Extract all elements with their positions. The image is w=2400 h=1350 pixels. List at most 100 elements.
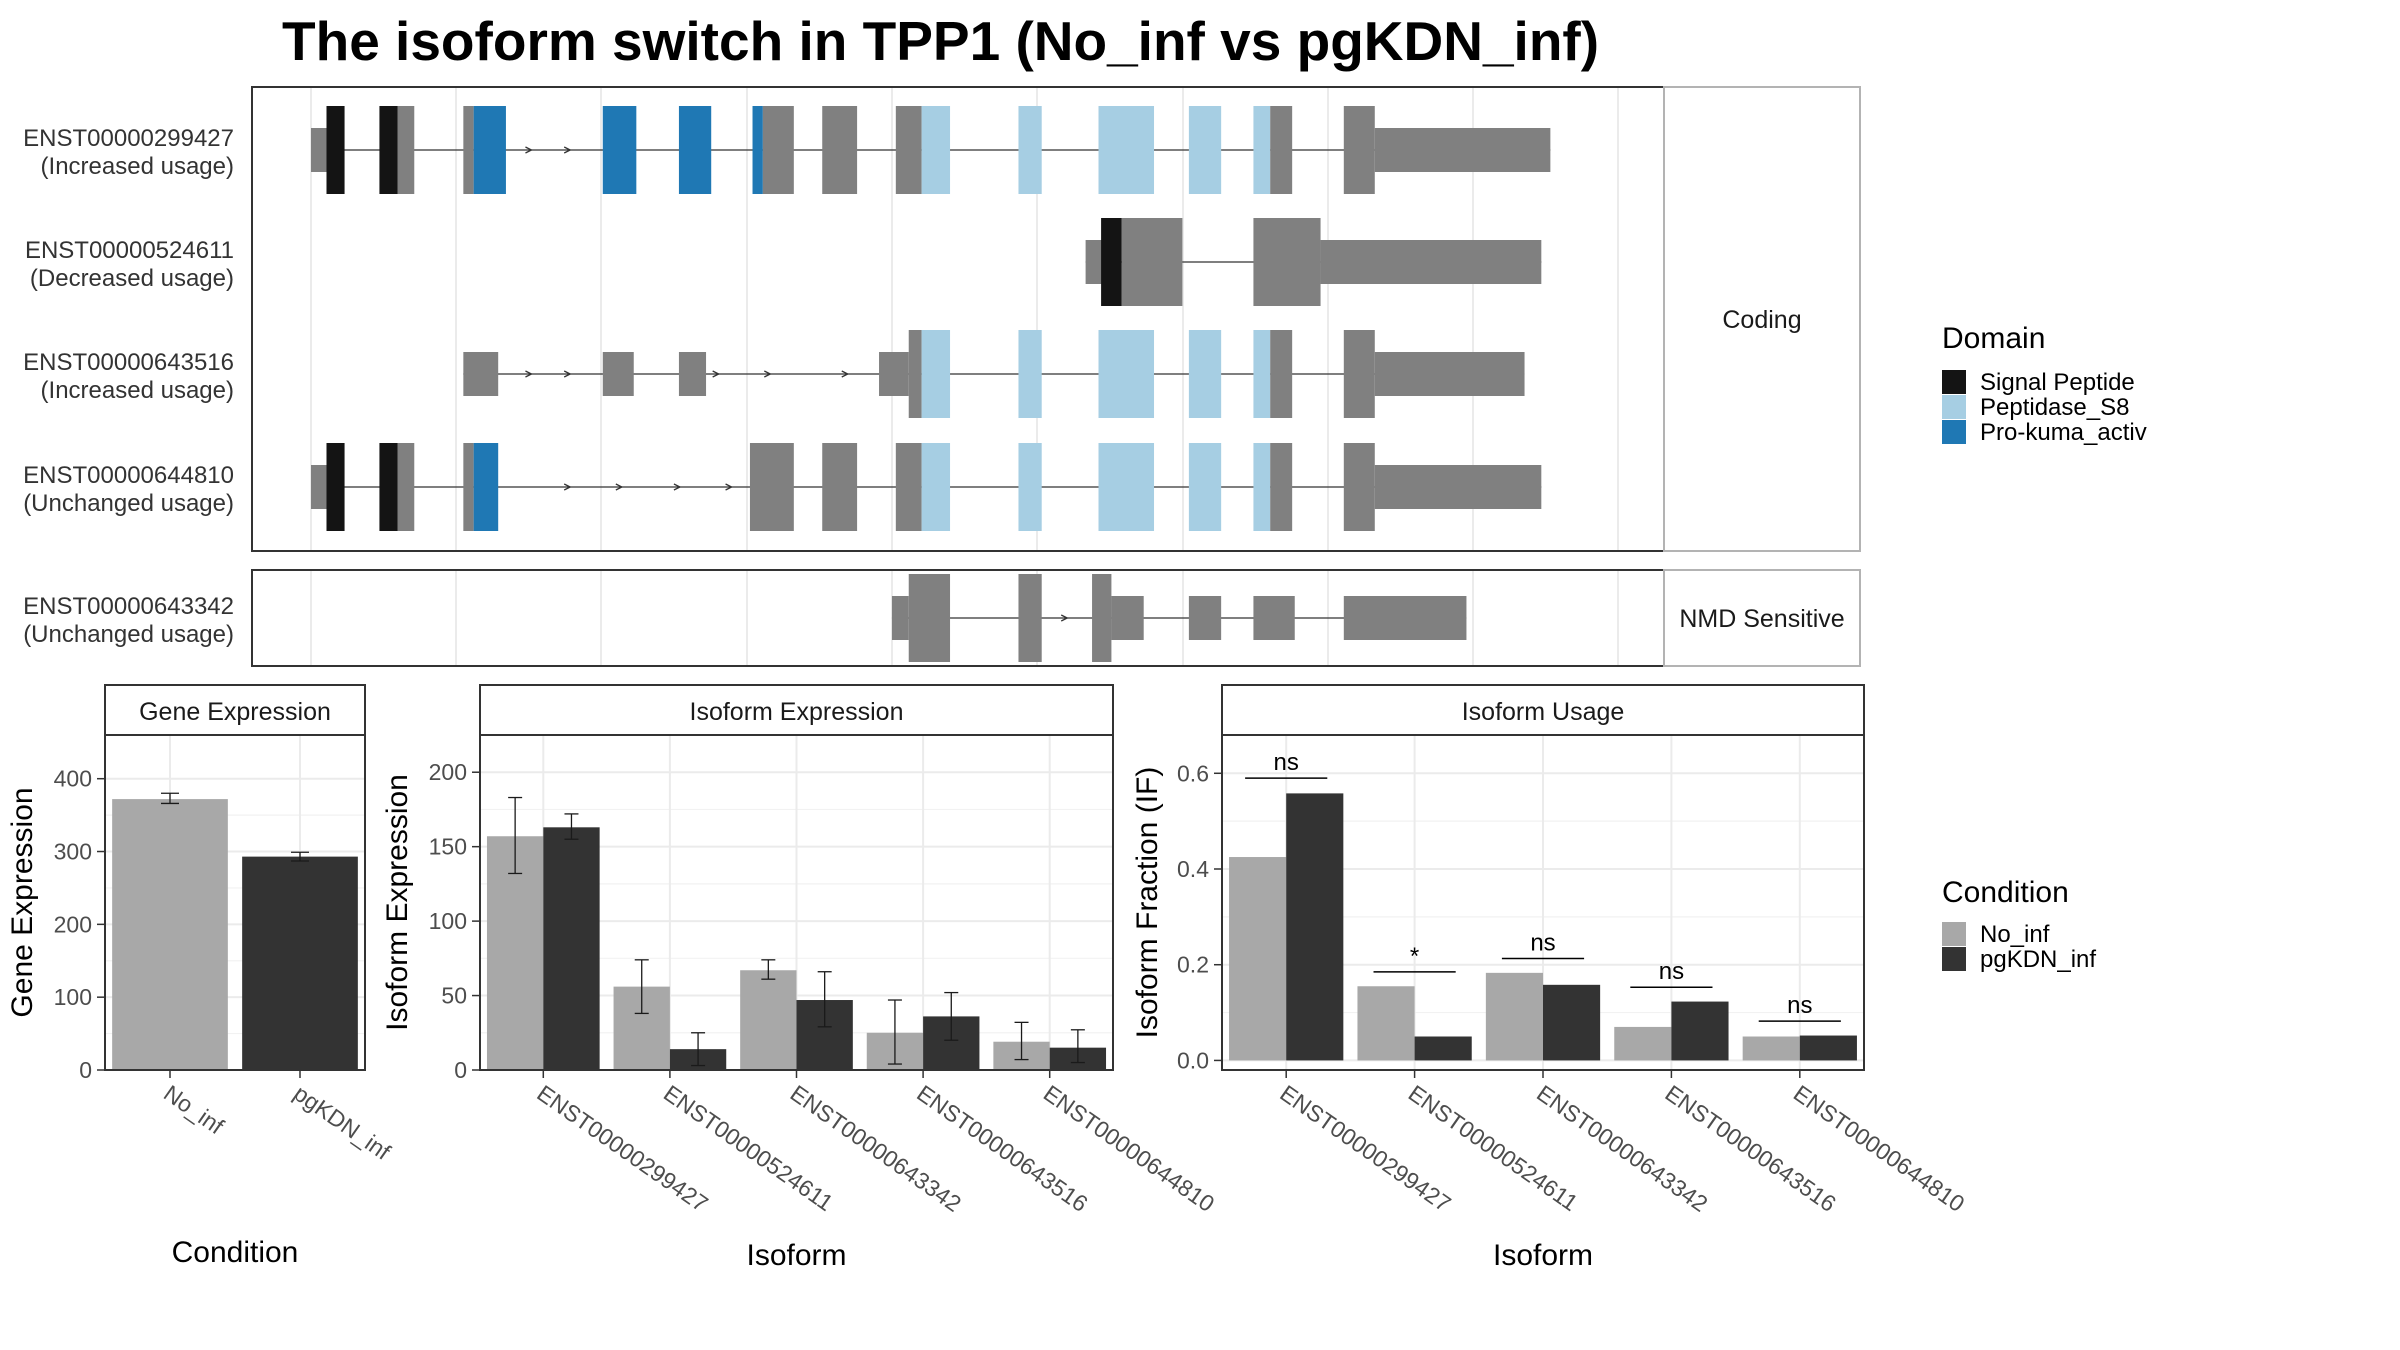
structure-panel-0: ENST00000299427(Increased usage)ENST0000… — [23, 86, 1861, 552]
legends: Domain Signal PeptidePeptidase_S8Pro-kuma… — [1942, 322, 2147, 973]
significance-label: ns — [1274, 749, 1299, 776]
y-axis-title: Isoform Expression — [381, 774, 414, 1031]
coding-exon — [379, 106, 398, 194]
x-tick-label: No_inf — [159, 1080, 229, 1140]
bar-pgKDN_inf — [242, 856, 358, 1070]
coding-exon — [1098, 330, 1155, 418]
y-tick-label: 200 — [429, 759, 467, 785]
utr-exon — [1374, 352, 1525, 396]
coding-exon — [397, 106, 415, 194]
utr-exon — [463, 352, 499, 396]
transcript-id-label: ENST00000299427 — [23, 125, 234, 152]
y-tick-label: 0.6 — [1177, 760, 1209, 786]
x-axis-title: Condition — [172, 1236, 299, 1269]
legend-swatch — [1942, 370, 1966, 394]
y-tick-label: 300 — [54, 839, 92, 865]
y-tick-label: 100 — [54, 984, 92, 1010]
significance-label: * — [1410, 943, 1419, 970]
utr-exon — [1253, 596, 1295, 640]
coding-exon — [1018, 106, 1042, 194]
transcript-structure-panel: ENST00000299427(Increased usage)ENST0000… — [23, 86, 1861, 667]
transcript-ENST00000644810: ENST00000644810(Unchanged usage) — [23, 443, 1542, 531]
significance-label: ns — [1659, 958, 1684, 985]
coding-exon — [921, 443, 951, 531]
x-axis-title: Isoform — [746, 1239, 846, 1272]
panel-title: Isoform Usage — [1462, 698, 1625, 726]
legend-swatch — [1942, 922, 1966, 946]
y-tick-label: 100 — [429, 908, 467, 934]
legend-label: Pro-kuma_activ — [1980, 419, 2147, 446]
bar-pgKDN_inf-3 — [1671, 1001, 1729, 1061]
strand-arrow — [525, 370, 533, 378]
y-tick-label: 0.0 — [1177, 1047, 1209, 1073]
transcript-ENST00000643516: ENST00000643516(Increased usage) — [23, 330, 1525, 418]
coding-exon — [1270, 443, 1293, 531]
utr-exon — [602, 352, 634, 396]
bar-pgKDN_inf-2 — [1543, 984, 1601, 1061]
coding-exon — [326, 443, 345, 531]
bar-pgKDN_inf-4 — [1799, 1035, 1857, 1061]
transcript-ENST00000524611: ENST00000524611(Decreased usage) — [25, 218, 1542, 306]
transcript-usage-label: (Unchanged usage) — [23, 490, 234, 517]
strand-arrow — [615, 483, 624, 491]
strand-arrow — [712, 370, 721, 378]
coding-exon — [463, 106, 474, 194]
utr-exon — [1343, 596, 1467, 640]
coding-exon — [1098, 106, 1155, 194]
bar-No_inf-0 — [1229, 857, 1287, 1061]
coding-exon — [1343, 106, 1375, 194]
coding-exon — [1253, 443, 1271, 531]
coding-exon — [326, 106, 345, 194]
coding-exon — [752, 106, 763, 194]
coding-exon — [1101, 218, 1122, 306]
significance-label: ns — [1530, 929, 1555, 956]
y-axis-title: Isoform Fraction (IF) — [1131, 767, 1164, 1039]
bar-No_inf — [112, 799, 228, 1070]
y-tick-label: 0.2 — [1177, 952, 1209, 978]
bar-No_inf-0 — [486, 836, 544, 1070]
coding-exon — [1018, 443, 1042, 531]
legend-label: No_inf — [1980, 921, 2050, 948]
panel-strip — [479, 684, 1114, 736]
coding-exon — [822, 106, 858, 194]
transcript-id-label: ENST00000644810 — [23, 462, 234, 489]
utr-exon — [879, 352, 909, 396]
coding-exon — [473, 106, 506, 194]
utr-exon — [678, 352, 707, 396]
strand-arrow — [1060, 614, 1069, 622]
legend-swatch — [1942, 395, 1966, 419]
coding-exon — [678, 106, 712, 194]
strand-arrow — [725, 483, 734, 491]
x-axis-title: Isoform — [1493, 1239, 1593, 1272]
bar-No_inf-4 — [1742, 1036, 1800, 1061]
facet-strip — [1663, 86, 1861, 552]
coding-exon — [822, 443, 858, 531]
y-tick-label: 0.4 — [1177, 856, 1209, 882]
utr-exon — [1320, 240, 1542, 284]
y-tick-label: 0 — [454, 1057, 467, 1083]
transcript-id-label: ENST00000524611 — [25, 237, 234, 264]
coding-exon — [1188, 443, 1222, 531]
transcript-usage-label: (Unchanged usage) — [23, 621, 234, 648]
transcript-id-label: ENST00000643516 — [23, 349, 234, 376]
coding-exon — [1018, 330, 1042, 418]
legend-label: Signal Peptide — [1980, 369, 2135, 396]
strand-arrow — [563, 370, 572, 378]
transcript-ENST00000299427: ENST00000299427(Increased usage) — [23, 106, 1551, 194]
y-axis-title: Gene Expression — [6, 787, 39, 1017]
panel-title: Gene Expression — [139, 698, 331, 726]
coding-exon — [1092, 574, 1112, 662]
bar-No_inf-1 — [1357, 986, 1415, 1061]
transcript-usage-label: (Increased usage) — [41, 377, 234, 404]
coding-exon — [397, 443, 415, 531]
facet-label: NMD Sensitive — [1679, 605, 1844, 633]
coding-exon — [1270, 330, 1293, 418]
strand-arrow — [841, 370, 850, 378]
coding-exon — [1188, 106, 1222, 194]
facet-label: Coding — [1722, 306, 1801, 334]
structure-panel-1: ENST00000643342(Unchanged usage) NMD Sens… — [23, 569, 1861, 667]
coding-exon — [1253, 218, 1321, 306]
significance-label: ns — [1787, 992, 1812, 1019]
